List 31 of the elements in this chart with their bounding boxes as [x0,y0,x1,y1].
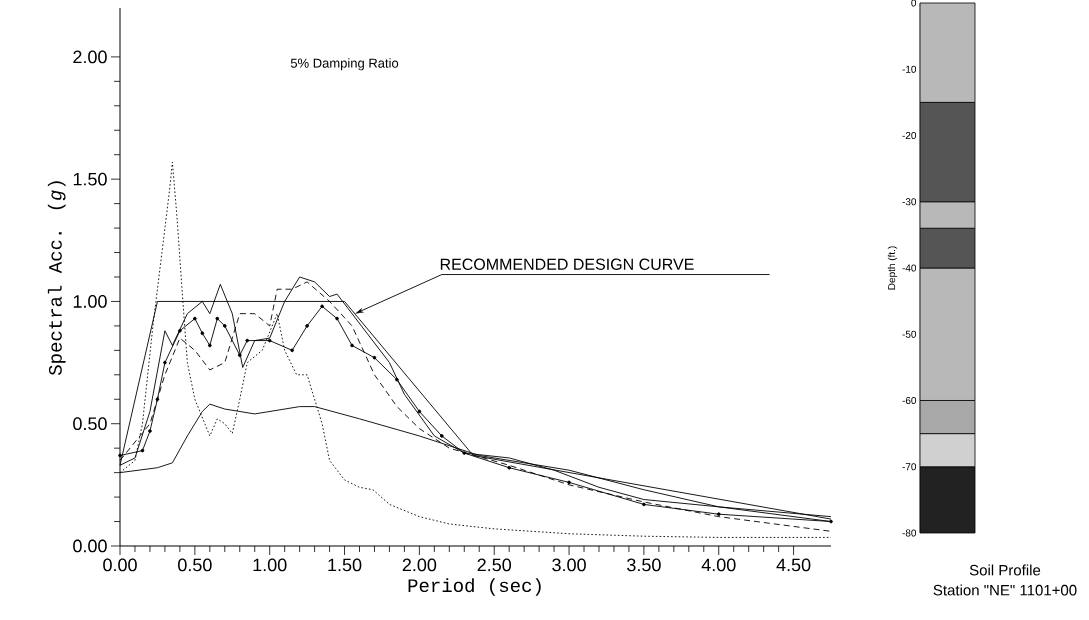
y-tick-label: -70 [902,463,917,471]
y-tick-label: -20 [902,131,917,140]
x-tick-label: 2.00 [402,558,437,572]
x-axis-title: Period (sec) [408,578,541,596]
x-tick-label: 1.50 [328,558,362,572]
y-axis-title: Depth (ft.) [887,246,898,290]
x-tick-label: 4.50 [776,558,811,572]
x-tick-label: 3.50 [627,558,661,572]
annotation: RECOMMENDED DESIGN CURVE [440,258,694,270]
x-tick-label: 3.00 [552,558,586,572]
x-tick-label: 2.50 [477,558,512,572]
y-axis-title: Spectral Acc. (g) [47,181,66,376]
y-tick-label: 0 [911,0,917,7]
y-tick-label: -30 [902,198,917,206]
y-tick-label: -40 [902,264,917,272]
y-tick-label: -60 [902,396,917,405]
x-tick-label: 4.00 [701,558,736,572]
annotation: 5% Damping Ratio [290,58,399,71]
x-tick-label: 0.00 [103,558,137,572]
y-tick-label: 2.00 [73,50,107,64]
text: Soil Profile [969,564,1041,576]
text: Station "NE" 1101+00 [933,584,1077,596]
y-tick-label: -80 [902,529,917,537]
y-tick-label: -10 [902,65,917,73]
x-tick-label: 0.50 [178,558,212,572]
y-tick-label: 1.50 [73,172,107,186]
y-tick-label: 1.00 [73,295,107,308]
x-tick-label: 1.00 [253,558,287,572]
y-tick-label: 0.50 [73,417,107,431]
y-tick-label: 0.00 [73,539,107,553]
y-tick-label: -50 [902,330,917,338]
